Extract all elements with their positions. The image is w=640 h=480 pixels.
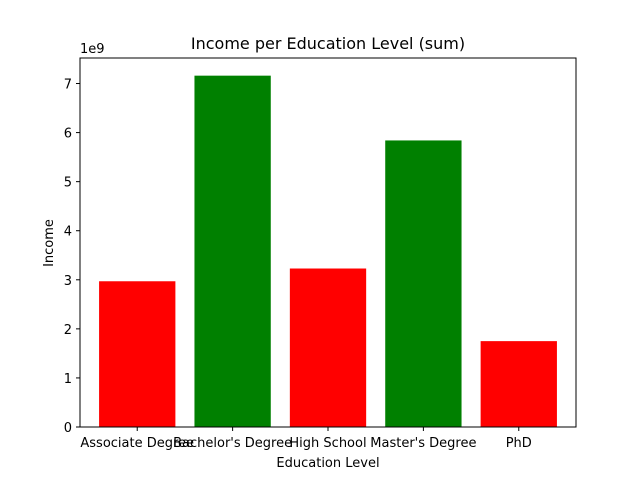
- x-tick-label: Bachelor's Degree: [173, 436, 292, 451]
- bar-master-s-degree: [385, 140, 462, 427]
- y-tick-label: 1: [64, 372, 72, 387]
- bar-associate-degree: [99, 281, 176, 427]
- y-tick-label: 3: [64, 274, 72, 289]
- y-tick-label: 5: [64, 176, 72, 191]
- bar-bachelor-s-degree: [194, 75, 271, 427]
- y-axis-ticks: 0 1 2 3 4 5 6 7: [64, 78, 80, 436]
- y-axis-title: Income: [42, 219, 57, 267]
- y-tick-label: 0: [64, 421, 72, 436]
- chart-title: Income per Education Level (sum): [191, 34, 465, 53]
- y-tick-label: 2: [64, 323, 72, 338]
- bars-group: [99, 75, 557, 427]
- x-tick-label: Associate Degree: [80, 436, 194, 451]
- bar-high-school: [289, 268, 367, 427]
- y-tick-label: 6: [64, 127, 72, 142]
- x-axis-title: Education Level: [276, 456, 379, 471]
- plot-frame: [79, 57, 577, 428]
- x-tick-label: Master's Degree: [370, 436, 476, 451]
- y-tick-label: 7: [64, 78, 72, 93]
- y-tick-label: 4: [64, 225, 72, 240]
- x-tick-label: PhD: [506, 436, 532, 451]
- x-tick-label: High School: [289, 436, 366, 451]
- bar-phd: [480, 341, 557, 427]
- y-axis-offset-label: 1e9: [80, 42, 105, 57]
